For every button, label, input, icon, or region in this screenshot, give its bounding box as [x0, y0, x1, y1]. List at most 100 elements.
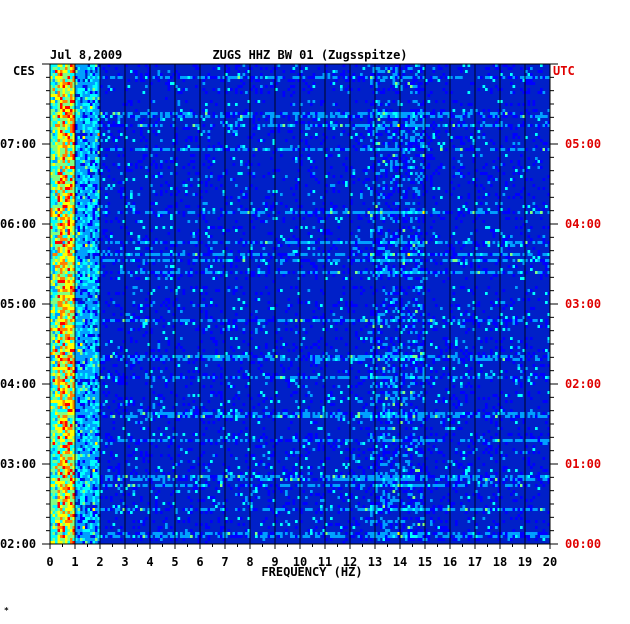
heatmap-cell — [472, 259, 476, 262]
heatmap-cell — [220, 253, 223, 256]
heatmap-cell — [495, 193, 498, 196]
heatmap-cell — [67, 166, 71, 169]
heatmap-cell — [122, 154, 126, 157]
heatmap-cell — [75, 205, 78, 208]
heatmap-cell — [400, 274, 403, 277]
heatmap-cell — [52, 124, 56, 127]
heatmap-cell — [87, 205, 91, 208]
heatmap-cell — [85, 223, 88, 226]
heatmap-cell — [377, 112, 381, 115]
heatmap-cell — [367, 259, 371, 262]
heatmap-cell — [255, 64, 258, 67]
heatmap-cell — [100, 187, 103, 190]
heatmap-cell — [52, 115, 56, 118]
heatmap-cell — [360, 259, 363, 262]
heatmap-cell — [335, 70, 338, 73]
heatmap-cell — [345, 88, 348, 91]
heatmap-cell — [525, 241, 528, 244]
heatmap-cell — [77, 100, 81, 103]
heatmap-cell — [180, 76, 183, 79]
heatmap-cell — [82, 148, 86, 151]
heatmap-cell — [370, 259, 373, 262]
heatmap-cell — [350, 277, 353, 280]
heatmap-cell — [195, 256, 198, 259]
heatmap-cell — [65, 223, 68, 226]
heatmap-cell — [125, 205, 128, 208]
heatmap-cell — [330, 184, 333, 187]
heatmap-cell — [420, 145, 423, 148]
heatmap-cell — [97, 274, 101, 277]
heatmap-cell — [440, 241, 443, 244]
heatmap-cell — [97, 163, 101, 166]
heatmap-cell — [170, 214, 173, 217]
heatmap-cell — [77, 121, 81, 124]
heatmap-cell — [367, 124, 371, 127]
heatmap-cell — [227, 79, 231, 82]
heatmap-cell — [80, 94, 83, 97]
heatmap-cell — [237, 226, 241, 229]
heatmap-cell — [230, 253, 233, 256]
heatmap-cell — [52, 205, 56, 208]
heatmap-cell — [347, 70, 351, 73]
heatmap-cell — [502, 148, 506, 151]
heatmap-cell — [385, 262, 388, 265]
heatmap-cell — [190, 112, 193, 115]
heatmap-cell — [147, 124, 151, 127]
heatmap-cell — [180, 199, 183, 202]
heatmap-cell — [260, 91, 263, 94]
heatmap-cell — [312, 76, 316, 79]
heatmap-cell — [175, 205, 178, 208]
heatmap-cell — [65, 121, 68, 124]
heatmap-cell — [97, 91, 101, 94]
heatmap-cell — [277, 79, 281, 82]
heatmap-cell — [410, 268, 413, 271]
heatmap-cell — [210, 124, 213, 127]
heatmap-cell — [90, 88, 93, 91]
heatmap-cell — [407, 82, 411, 85]
heatmap-cell — [527, 229, 531, 232]
heatmap-cell — [520, 166, 523, 169]
heatmap-cell — [237, 70, 241, 73]
heatmap-cell — [265, 208, 268, 211]
heatmap-cell — [255, 187, 258, 190]
heatmap-cell — [235, 184, 238, 187]
heatmap-cell — [127, 202, 131, 205]
heatmap-cell — [87, 160, 91, 163]
heatmap-cell — [297, 214, 301, 217]
heatmap-cell — [460, 118, 463, 121]
heatmap-cell — [62, 160, 66, 163]
heatmap-cell — [282, 70, 286, 73]
heatmap-cell — [452, 250, 456, 253]
heatmap-cell — [532, 196, 536, 199]
heatmap-cell — [142, 91, 146, 94]
heatmap-cell — [220, 184, 223, 187]
heatmap-cell — [87, 184, 91, 187]
heatmap-cell — [157, 172, 161, 175]
heatmap-cell — [175, 193, 178, 196]
heatmap-cell — [417, 190, 421, 193]
heatmap-cell — [450, 139, 453, 142]
heatmap-cell — [342, 277, 346, 280]
heatmap-cell — [72, 100, 76, 103]
heatmap-cell — [412, 142, 416, 145]
heatmap-cell — [390, 169, 393, 172]
heatmap-cell — [412, 238, 416, 241]
heatmap-cell — [410, 112, 413, 115]
heatmap-cell — [87, 196, 91, 199]
heatmap-cell — [250, 136, 253, 139]
heatmap-cell — [122, 112, 126, 115]
heatmap-cell — [462, 142, 466, 145]
heatmap-cell — [315, 265, 318, 268]
heatmap-cell — [60, 283, 63, 286]
heatmap-cell — [85, 232, 88, 235]
heatmap-cell — [160, 211, 163, 214]
heatmap-cell — [307, 115, 311, 118]
heatmap-cell — [462, 214, 466, 217]
heatmap-cell — [420, 241, 423, 244]
heatmap-cell — [500, 253, 503, 256]
heatmap-cell — [455, 253, 458, 256]
heatmap-cell — [512, 112, 516, 115]
heatmap-cell — [82, 187, 86, 190]
heatmap-cell — [160, 139, 163, 142]
heatmap-cell — [442, 112, 446, 115]
